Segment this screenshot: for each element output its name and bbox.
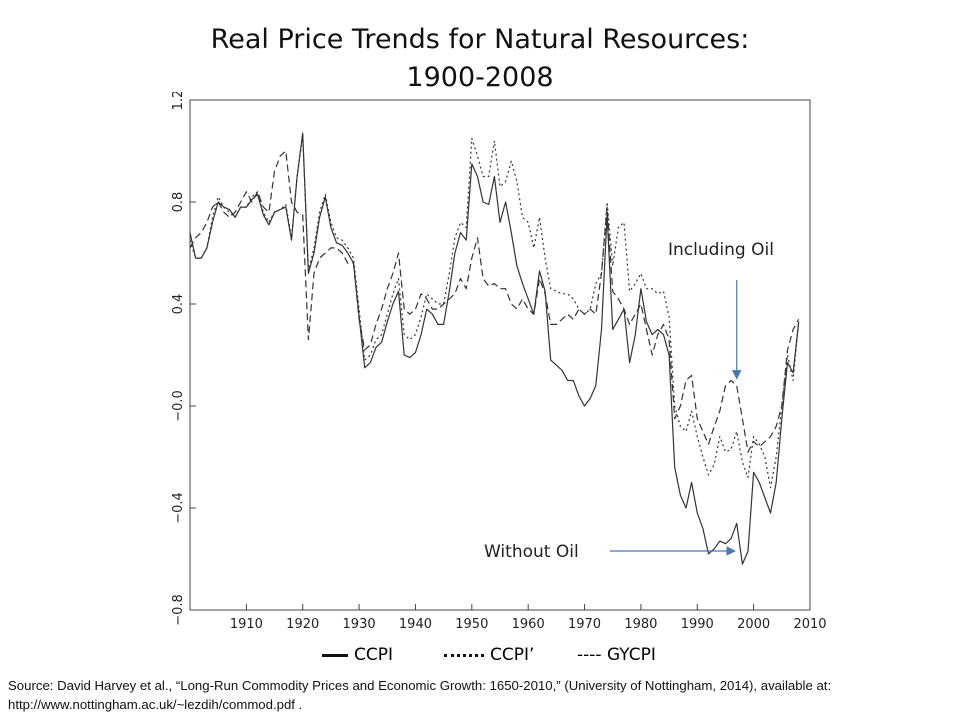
x-tick-label: 2000 <box>737 617 770 632</box>
x-tick-label: 2010 <box>793 617 826 632</box>
x-tick-label: 1910 <box>230 617 263 632</box>
source-note: Source: David Harvey et al., “Long-Run C… <box>8 676 953 714</box>
y-tick-label: 0.4 <box>171 294 186 315</box>
legend-label-gycpi: ---- GYCPI <box>577 645 656 665</box>
x-tick-label: 1980 <box>624 617 657 632</box>
source-line-2: http://www.nottingham.ac.uk/~lezdih/comm… <box>8 697 303 712</box>
series-line-gycpi <box>189 150 800 453</box>
legend-item-gycpi: ---- GYCPI <box>577 645 656 665</box>
y-tick-label: 1.2 <box>171 92 186 110</box>
annotation-including-oil: Including Oil <box>668 240 774 260</box>
y-tick-label: −0.4 <box>171 492 186 524</box>
annotation-without-oil: Without Oil <box>484 542 579 562</box>
x-tick-label: 1940 <box>399 617 432 632</box>
legend-swatch-dotted <box>444 653 484 657</box>
series-line-ccpi-prime <box>189 135 800 489</box>
plot-frame <box>189 99 811 611</box>
chart-title: Real Price Trends for Natural Resources: <box>210 24 750 55</box>
source-line-1: Source: David Harvey et al., “Long-Run C… <box>8 678 832 693</box>
legend-item-ccpi: CCPI <box>322 645 393 665</box>
x-tick-label: 1970 <box>568 617 601 632</box>
y-tick-label: −0.0 <box>171 390 186 422</box>
y-tick-label: −0.8 <box>171 594 186 626</box>
x-tick-label: 1930 <box>343 617 376 632</box>
legend-swatch-solid <box>322 653 348 657</box>
series-line-ccpi <box>189 132 800 565</box>
y-tick-label: 0.8 <box>171 192 186 213</box>
chart-subtitle: 1900-2008 <box>406 62 554 93</box>
x-tick-label: 1920 <box>286 617 319 632</box>
x-tick-label: 1990 <box>681 617 714 632</box>
x-tick-label: 1950 <box>455 617 488 632</box>
x-tick-label: 1960 <box>512 617 545 632</box>
legend-item-ccpi-prime: CCPI’ <box>444 645 534 665</box>
legend-label-ccpi: CCPI <box>354 645 394 665</box>
legend-label-ccpi-prime: CCPI’ <box>490 645 535 665</box>
line-chart: 1.2 0.8 0.4 −0.0 −0.4 −0.8 1910 1920 1930 1940 19… <box>171 92 827 632</box>
